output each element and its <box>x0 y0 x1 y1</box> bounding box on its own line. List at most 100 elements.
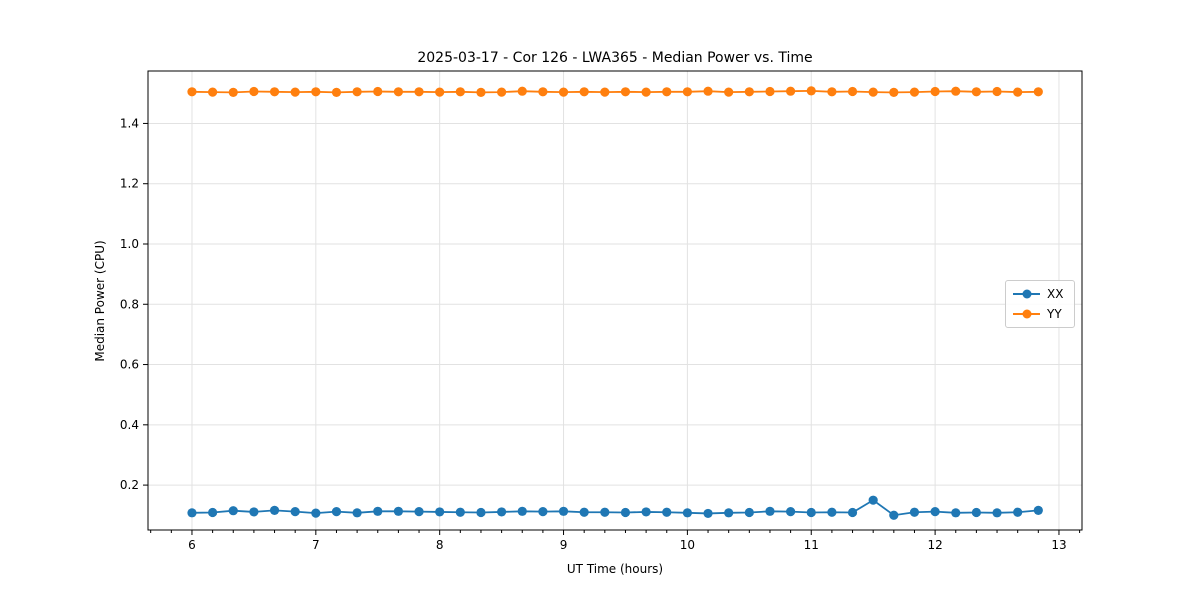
series-point-xx <box>909 507 920 517</box>
series-point-yy <box>579 87 589 97</box>
series-point-yy <box>290 87 300 97</box>
legend-label-xx: XX <box>1047 287 1064 301</box>
plot-border <box>147 70 1083 531</box>
series-point-yy <box>765 86 775 97</box>
x-tick-label: 10 <box>680 538 695 552</box>
legend-dot-icon <box>1022 309 1031 319</box>
series-point-xx <box>269 505 280 516</box>
series-point-yy <box>600 87 610 97</box>
x-tick-label: 12 <box>927 538 942 552</box>
x-tick-label: 8 <box>436 538 444 552</box>
series-point-xx <box>930 507 940 517</box>
series-point-xx <box>682 508 692 518</box>
series-point-yy <box>269 87 280 97</box>
x-tick-label: 11 <box>804 538 819 552</box>
series-point-yy <box>971 87 981 97</box>
series-point-yy <box>393 87 404 97</box>
series-point-xx <box>827 507 837 517</box>
series-point-xx <box>517 506 527 516</box>
series-point-yy <box>847 86 858 97</box>
series-point-yy <box>497 87 507 97</box>
y-tick-label: 0.6 <box>120 358 139 372</box>
series-point-yy <box>827 87 837 97</box>
x-tick-label: 6 <box>188 538 196 552</box>
series-point-xx <box>558 506 569 516</box>
series-point-yy <box>517 86 527 96</box>
series-point-xx <box>1013 507 1023 517</box>
series-point-xx <box>538 507 548 517</box>
series-point-xx <box>744 507 754 518</box>
yy-line-marker-icon <box>1013 309 1040 320</box>
series-point-yy <box>1013 87 1023 97</box>
x-tick-label: 7 <box>312 538 320 552</box>
y-axis-label: Median Power (CPU) <box>93 240 107 362</box>
series-point-yy <box>476 87 486 97</box>
series-point-yy <box>373 86 383 97</box>
series-point-yy <box>703 86 713 96</box>
series-point-xx <box>786 507 796 517</box>
series-point-xx <box>476 507 486 518</box>
series-point-yy <box>228 87 238 97</box>
series-point-xx <box>249 507 259 517</box>
legend-label-yy: YY <box>1047 307 1062 321</box>
series-point-yy <box>951 86 961 96</box>
series-point-xx <box>311 508 321 518</box>
series-point-xx <box>620 507 631 518</box>
series-point-xx <box>455 507 465 517</box>
series-point-xx <box>847 507 858 518</box>
y-tick-label: 0.8 <box>120 297 139 311</box>
series-point-xx <box>497 507 507 517</box>
series-point-yy <box>744 87 754 97</box>
series-point-yy <box>786 86 796 96</box>
y-tick-label: 1.2 <box>120 177 139 191</box>
series-point-xx <box>187 508 197 518</box>
legend-item-xx: XX <box>1013 286 1067 302</box>
series-point-yy <box>331 87 342 97</box>
series-point-xx <box>414 507 424 517</box>
series-point-yy <box>620 87 631 97</box>
series-point-xx <box>641 507 651 517</box>
series-point-xx <box>724 508 734 518</box>
series-point-yy <box>414 87 424 97</box>
series-point-xx <box>806 507 816 518</box>
x-tick-label: 13 <box>1051 538 1066 552</box>
legend-item-yy: YY <box>1013 306 1067 322</box>
series-point-yy <box>558 87 569 97</box>
series-point-yy <box>249 86 259 97</box>
series-point-xx <box>868 495 878 505</box>
series-point-yy <box>352 87 362 97</box>
series-point-xx <box>992 508 1002 518</box>
series-point-yy <box>208 87 218 97</box>
series-point-xx <box>662 507 672 517</box>
series-point-yy <box>992 86 1002 97</box>
series-point-xx <box>971 507 981 518</box>
series-point-xx <box>228 506 238 516</box>
series-point-xx <box>208 507 218 518</box>
series-point-yy <box>538 87 548 97</box>
series-point-yy <box>724 87 734 97</box>
series-point-xx <box>889 510 899 520</box>
series-point-xx <box>373 506 383 516</box>
series-point-xx <box>352 508 362 518</box>
series-point-yy <box>662 87 672 97</box>
xx-line-marker-icon <box>1013 289 1040 300</box>
series-point-xx <box>951 508 961 518</box>
series-point-xx <box>1033 505 1043 516</box>
y-tick-label: 1.4 <box>120 116 139 130</box>
series-point-yy <box>435 87 445 97</box>
series-point-xx <box>290 507 300 517</box>
series-point-yy <box>1033 87 1043 97</box>
series-point-xx <box>435 507 445 517</box>
y-tick-label: 0.2 <box>120 478 139 492</box>
series-point-yy <box>806 86 816 96</box>
series-point-yy <box>187 87 197 97</box>
series-point-xx <box>393 506 404 516</box>
series-point-xx <box>600 507 610 517</box>
legend: XX YY <box>1005 280 1075 328</box>
series-point-xx <box>331 507 342 517</box>
series-point-yy <box>455 87 465 97</box>
series-point-yy <box>682 87 692 97</box>
series-point-xx <box>765 506 775 516</box>
